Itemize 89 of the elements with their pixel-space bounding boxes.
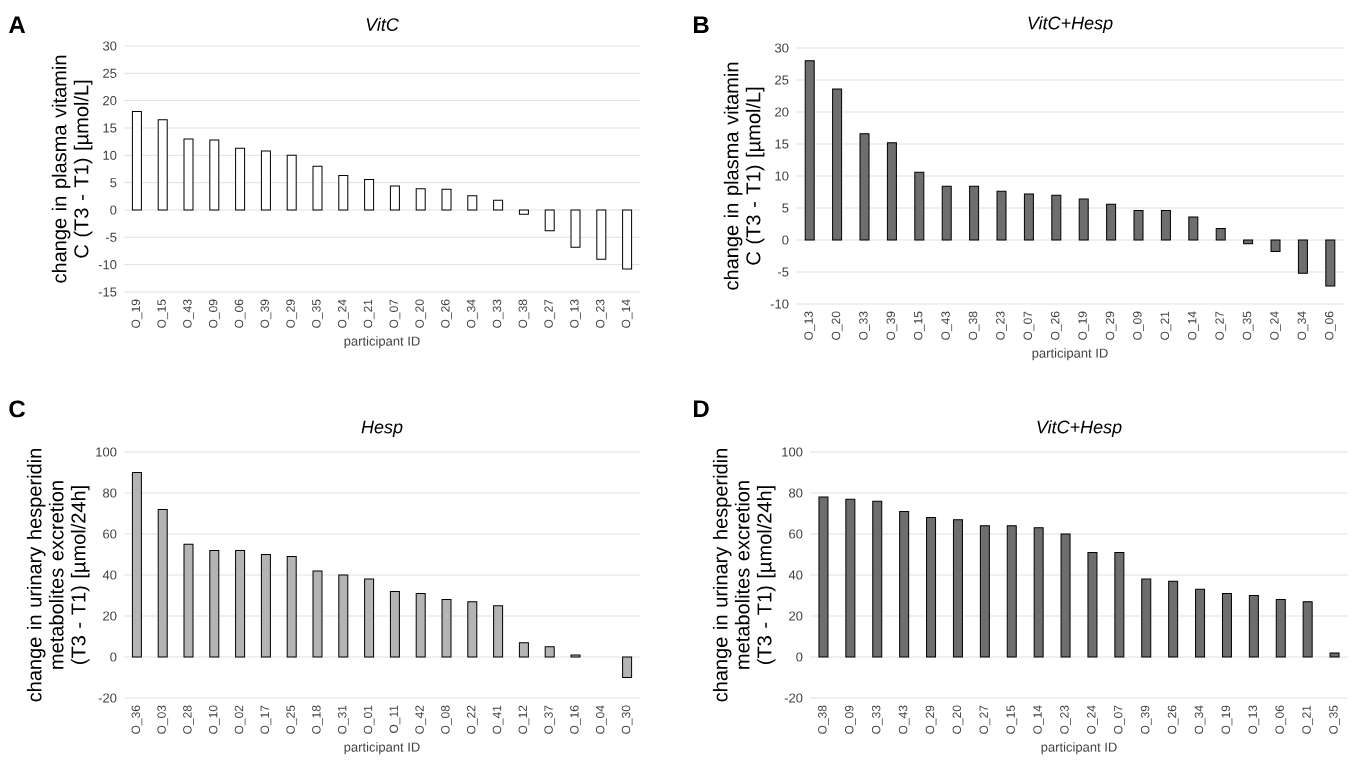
bar [544,646,555,658]
bar [1275,599,1286,658]
bar [596,209,607,260]
chart-title: Hesp [361,420,403,437]
bar [1160,210,1171,241]
bar [260,554,271,658]
bar [1215,227,1226,241]
bar [969,185,980,241]
chart-title: VitC [366,17,399,31]
bar [818,496,829,658]
y-axis-title: change in urinary hesperidin metabolites excretion (T3 - T1) [µmol/24h] [712,449,776,702]
chart-title: VitC+Hesp [1028,16,1113,33]
bar [1006,525,1017,658]
bar [544,209,555,232]
bar [1051,194,1062,241]
bar [1087,551,1098,658]
bar [1133,210,1144,241]
bar [389,590,400,658]
bar [260,150,271,211]
bar [952,519,963,658]
bar [832,88,843,241]
bar [1188,216,1199,241]
bar [1060,533,1071,658]
bar [1325,239,1336,287]
bar [1033,527,1044,658]
bar [131,472,142,658]
chart-title: VitC+Hesp [1037,420,1122,437]
bar [131,111,142,211]
bar [996,190,1007,241]
bar [312,165,323,211]
bar [235,549,246,658]
bar [886,142,897,241]
bar [209,549,220,658]
bar [183,543,194,658]
bar [338,175,349,211]
bar [415,592,426,658]
bar [845,498,856,658]
bar [364,578,375,658]
bar [622,656,633,678]
bar [493,199,504,211]
bar [235,147,246,211]
bar [622,209,633,270]
bar [941,185,952,241]
bar [899,510,910,658]
bar [1270,239,1281,253]
bar [1302,601,1313,658]
text: A [9,16,26,33]
bar [286,556,297,658]
bar [570,209,581,248]
text: C [9,400,26,418]
bar [859,133,870,241]
bar [518,642,529,658]
bar [872,500,883,658]
bar [1023,193,1034,241]
bar [467,195,478,211]
bar [209,139,220,211]
bar [157,119,168,211]
bar [183,138,194,211]
bar [441,599,452,658]
y-axis-title: change in plasma vitamin C (T3 - T1) [µmol/L] [723,62,765,290]
bar [415,188,426,211]
bar [467,601,478,658]
bar [1221,592,1232,658]
bar [441,188,452,211]
bar [364,178,375,211]
bar [389,185,400,211]
bar [312,570,323,658]
bar [338,574,349,658]
bar [1297,239,1308,274]
bar [1168,580,1179,658]
bar [1078,198,1089,241]
y-axis-title: change in plasma vitamin C (T3 - T1) [µmol/L] [51,55,93,283]
y-axis-title: change in urinary hesperidin metabolites excretion (T3 - T1) [µmol/24h] [26,449,90,702]
bar [1114,551,1125,658]
bar [926,517,937,658]
bar [1248,595,1259,658]
bar [493,605,504,658]
bar [1195,588,1206,658]
bar [1106,203,1117,241]
bar [1329,652,1340,658]
bar [804,60,815,241]
bar [979,525,990,658]
bar [286,154,297,211]
text: D [694,400,709,417]
text: B [694,16,709,33]
bar [1141,578,1152,658]
bar [518,209,529,215]
bar [914,171,925,241]
bar [157,508,168,658]
